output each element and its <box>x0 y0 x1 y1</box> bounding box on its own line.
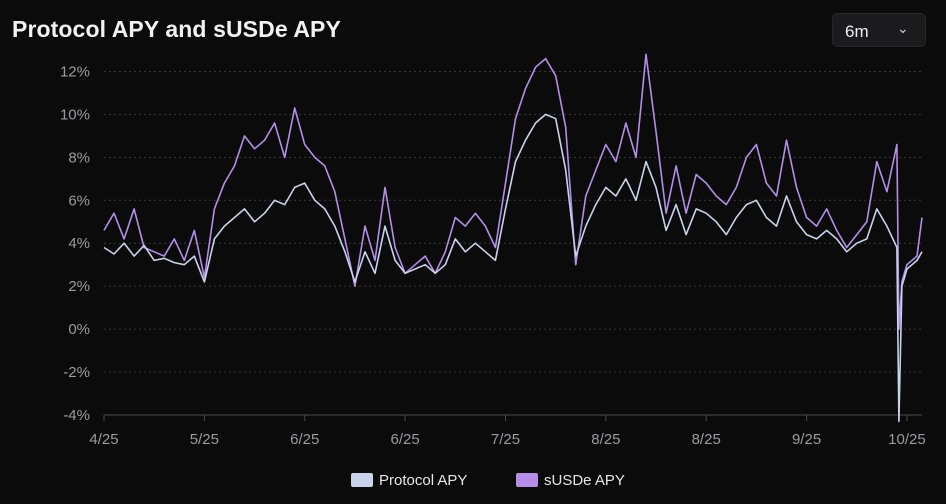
x-tick-label: 8/25 <box>692 431 721 448</box>
legend: Protocol APY sUSDe APY <box>0 470 946 490</box>
x-tick-label: 6/25 <box>391 431 420 448</box>
legend-swatch-protocol <box>351 473 373 487</box>
x-tick-label: 5/25 <box>190 431 219 448</box>
grid-lines <box>104 70 922 416</box>
x-tick-label: 6/25 <box>290 431 319 448</box>
y-tick-label: 6% <box>68 192 90 209</box>
x-tick-label: 8/25 <box>591 431 620 448</box>
x-tick-label: 10/25 <box>888 431 926 448</box>
legend-swatch-susde <box>516 473 538 487</box>
legend-item-susde-apy[interactable]: sUSDe APY <box>516 470 625 490</box>
legend-item-protocol-apy[interactable]: Protocol APY <box>351 470 467 490</box>
chevron-down-icon: ⌄ <box>897 20 909 36</box>
x-tick-label: 9/25 <box>792 431 821 448</box>
y-tick-label: 2% <box>68 278 90 295</box>
series-lines <box>103 53 923 423</box>
legend-label-susde: sUSDe APY <box>544 471 625 489</box>
y-tick-label: -4% <box>63 407 90 424</box>
time-range-dropdown[interactable]: 6m ⌄ <box>832 13 926 47</box>
y-tick-label: 12% <box>60 63 90 80</box>
x-axis-ticks: 4/25 5/25 6/25 6/25 7/25 8/25 8/25 9/25 10/25 <box>89 415 926 448</box>
y-tick-label: 4% <box>68 235 90 252</box>
y-axis-ticks: -4% -2% 0% 2% 4% 6% 8% 10% 12% <box>60 63 90 424</box>
x-tick-label: 7/25 <box>491 431 520 448</box>
legend-label-protocol: Protocol APY <box>379 471 468 489</box>
y-tick-label: 8% <box>68 149 90 166</box>
y-tick-label: 0% <box>68 321 90 338</box>
y-tick-label: 10% <box>60 106 90 123</box>
y-tick-label: -2% <box>63 364 90 381</box>
x-tick-label: 4/25 <box>89 431 118 448</box>
series-line-protocol-apy <box>103 113 923 423</box>
time-range-value: 6m <box>845 22 869 41</box>
series-line-susde-apy <box>103 53 923 330</box>
chart-title: Protocol APY and sUSDe APY <box>12 16 341 42</box>
